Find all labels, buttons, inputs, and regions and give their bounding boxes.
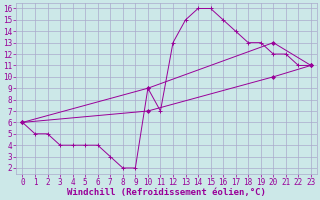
X-axis label: Windchill (Refroidissement éolien,°C): Windchill (Refroidissement éolien,°C): [67, 188, 266, 197]
